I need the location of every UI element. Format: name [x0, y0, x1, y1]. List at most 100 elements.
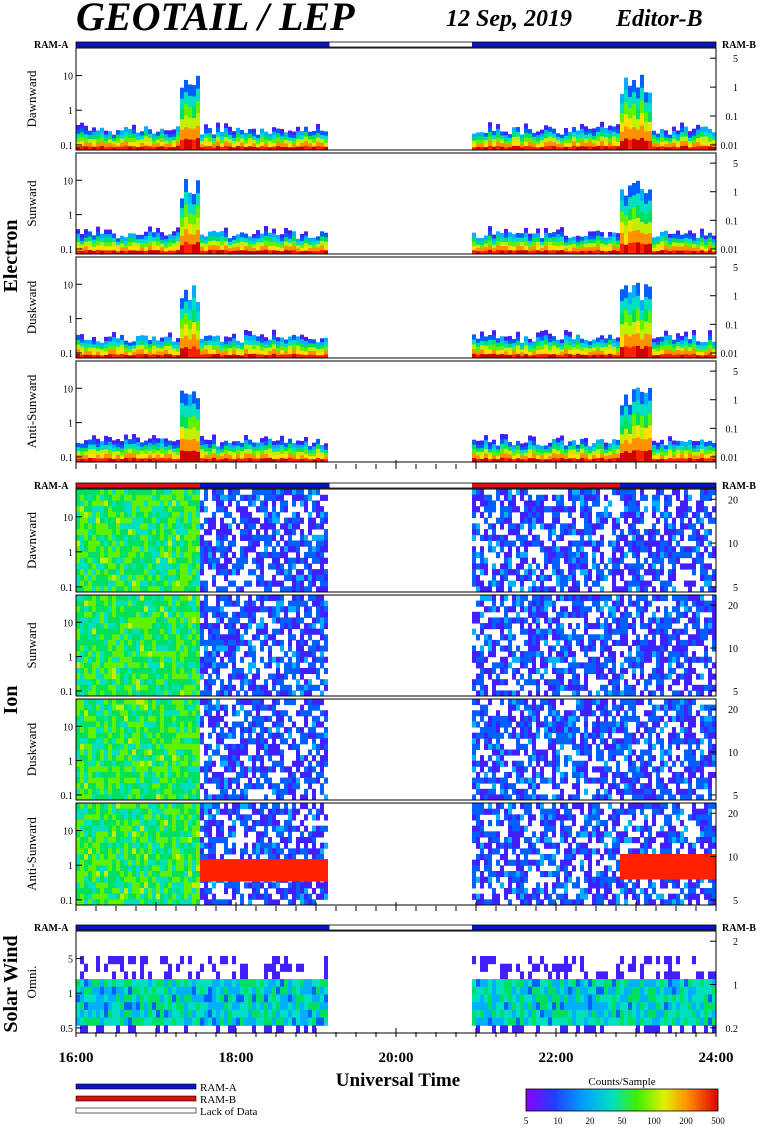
spectrogram-cell — [180, 601, 184, 607]
spectrogram-cell — [272, 448, 276, 452]
mode-bar-segment — [330, 483, 472, 488]
spectrogram-cell — [692, 523, 696, 529]
spectrogram-cell — [492, 581, 496, 587]
spectrogram-cell — [612, 126, 616, 131]
spectrogram-cell — [216, 136, 220, 141]
spectrogram-cell — [476, 563, 480, 569]
spectrogram-cell — [528, 352, 532, 356]
spectrogram-cell — [588, 351, 592, 355]
spectrogram-cell — [108, 558, 112, 564]
spectrogram-cell — [180, 546, 184, 552]
spectrogram-cell — [84, 233, 88, 238]
spectrogram-cell — [148, 634, 152, 640]
spectrogram-cell — [92, 546, 96, 552]
spectrogram-cell — [500, 489, 504, 495]
spectrogram-cell — [144, 612, 148, 618]
spectrogram-cell — [308, 546, 312, 552]
spectrogram-cell — [492, 451, 496, 455]
spectrogram-cell — [252, 143, 256, 147]
spectrogram-cell — [500, 131, 504, 135]
spectrogram-cell — [288, 246, 292, 250]
spectrogram-cell — [636, 558, 640, 564]
spectrogram-cell — [620, 546, 624, 552]
spectrogram-cell — [700, 241, 704, 246]
spectrogram-cell — [540, 581, 544, 587]
spectrogram-cell — [116, 606, 120, 612]
spectrogram-cell — [488, 349, 492, 354]
spectrogram-cell — [216, 500, 220, 506]
spectrogram-cell — [76, 518, 80, 524]
spectrogram-cell — [184, 506, 188, 512]
spectrogram-cell — [288, 341, 292, 346]
spectrogram-cell — [184, 103, 188, 115]
spectrogram-cell — [588, 523, 592, 529]
spectrogram-cell — [632, 285, 636, 298]
spectrogram-cell — [120, 617, 124, 623]
spectrogram-cell — [76, 657, 80, 663]
spectrogram-cell — [112, 512, 116, 518]
spectrogram-cell — [144, 336, 148, 341]
spectrogram-cell — [584, 126, 588, 130]
spectrogram-cell — [676, 144, 680, 148]
spectrogram-cell — [172, 646, 176, 652]
spectrogram-cell — [132, 685, 136, 691]
spectrogram-cell — [192, 214, 196, 225]
spectrogram-cell — [256, 234, 260, 238]
spectrogram-cell — [540, 506, 544, 512]
spectrogram-cell — [488, 495, 492, 501]
spectrogram-cell — [140, 139, 144, 143]
spectrogram-cell — [140, 512, 144, 518]
spectrogram-cell — [700, 440, 704, 445]
spectrogram-cell — [532, 345, 536, 349]
spectrogram-cell — [108, 450, 112, 455]
spectrogram-cell — [580, 495, 584, 501]
spectrogram-cell — [512, 339, 516, 343]
spectrogram-cell — [504, 434, 508, 439]
spectrogram-cell — [84, 581, 88, 587]
spectrogram-cell — [564, 546, 568, 552]
spectrogram-cell — [700, 349, 704, 353]
spectrogram-cell — [564, 135, 568, 139]
spectrogram-cell — [292, 236, 296, 241]
spectrogram-cell — [144, 541, 148, 547]
spectrogram-cell — [196, 563, 200, 569]
spectrogram-cell — [552, 349, 556, 354]
spectrogram-cell — [616, 535, 620, 541]
spectrogram-cell — [624, 518, 628, 524]
spectrogram-cell — [680, 136, 684, 141]
spectrogram-cell — [672, 343, 676, 347]
spectrogram-cell — [324, 541, 328, 547]
spectrogram-cell — [120, 541, 124, 547]
spectrogram-cell — [100, 646, 104, 652]
spectrogram-cell — [268, 347, 272, 351]
spectrogram-cell — [564, 349, 568, 354]
spectrogram-cell — [296, 512, 300, 518]
spectrogram-cell — [620, 434, 624, 444]
spectrogram-cell — [556, 495, 560, 501]
spectrogram-cell — [108, 131, 112, 135]
spectrogram-cell — [236, 441, 240, 446]
spectrogram-cell — [544, 142, 548, 147]
spectrogram-cell — [92, 135, 96, 139]
spectrogram-cell — [112, 451, 116, 455]
spectrogram-cell — [116, 617, 120, 623]
spectrogram-cell — [548, 449, 552, 453]
spectrogram-cell — [616, 523, 620, 529]
spectrogram-cell — [136, 506, 140, 512]
spectrogram-cell — [76, 552, 80, 558]
spectrogram-cell — [700, 453, 704, 458]
spectrogram-cell — [560, 546, 564, 552]
spectrogram-cell — [96, 348, 100, 352]
spectrogram-cell — [484, 535, 488, 541]
spectrogram-cell — [552, 245, 556, 250]
spectrogram-cell — [292, 138, 296, 142]
spectrogram-cell — [104, 535, 108, 541]
spectrogram-cell — [88, 506, 92, 512]
spectrogram-cell — [84, 606, 88, 612]
spectrogram-cell — [88, 612, 92, 618]
spectrogram-cell — [80, 500, 84, 506]
spectrogram-cell — [612, 343, 616, 347]
spectrogram-cell — [668, 512, 672, 518]
spectrogram-cell — [196, 506, 200, 512]
